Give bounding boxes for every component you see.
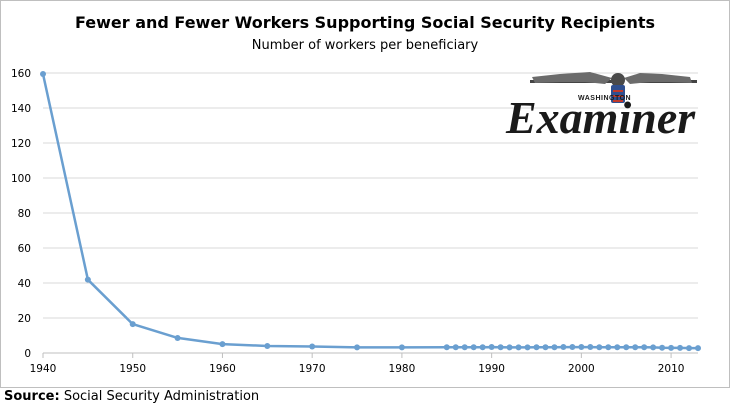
logo-examiner-text: Examiner [505, 92, 696, 143]
data-point-1985 [443, 344, 450, 351]
data-point-2005 [623, 344, 630, 351]
source-text: Social Security Administration [59, 389, 260, 404]
data-point-1955 [174, 334, 181, 341]
data-point-1991 [497, 344, 504, 351]
y-tick-label: 20 [18, 313, 31, 325]
y-tick-label: 60 [18, 243, 31, 255]
data-point-1997 [551, 344, 558, 351]
data-point-1970 [309, 343, 316, 350]
y-axis-ticks: 0 20 40 60 80 100 120 140 160 [11, 68, 31, 360]
y-tick-label: 100 [11, 173, 31, 185]
x-tick-label: 1960 [209, 363, 236, 375]
chart-title: Fewer and Fewer Workers Supporting Socia… [74, 13, 656, 32]
chart-frame [0, 0, 730, 388]
data-point-1996 [542, 344, 549, 351]
data-point-2003 [605, 344, 612, 351]
data-point-2010 [668, 344, 675, 351]
y-tick-label: 140 [11, 103, 31, 115]
data-point-2007 [641, 344, 648, 351]
logo-washington-text: WASHINGTON [578, 95, 631, 102]
data-point-1994 [524, 344, 531, 351]
x-tick-label: 2010 [658, 363, 685, 375]
x-tick-label: 1950 [119, 363, 146, 375]
data-point-1993 [515, 344, 522, 351]
data-point-1987 [461, 344, 468, 351]
data-point-2000 [578, 344, 585, 351]
data-point-1980 [398, 344, 405, 351]
data-point-1999 [569, 344, 576, 351]
x-tick-label: 1980 [389, 363, 416, 375]
data-point-2011 [677, 344, 684, 351]
data-point-1960 [219, 341, 226, 348]
y-tick-label: 80 [18, 208, 31, 220]
data-point-1945 [84, 276, 91, 283]
x-tick-label: 2000 [568, 363, 595, 375]
data-point-2002 [596, 344, 603, 351]
data-point-2009 [659, 344, 666, 351]
data-point-1990 [488, 344, 495, 351]
chart-subtitle: Number of workers per beneficiary [251, 38, 479, 53]
data-point-2012 [686, 345, 693, 352]
y-tick-label: 120 [11, 138, 31, 150]
data-point-1950 [129, 321, 136, 328]
data-point-1988 [470, 344, 477, 351]
x-tick-label: 1970 [299, 363, 326, 375]
washington-examiner-logo: WASHINGTON Examiner [505, 72, 697, 143]
data-point-1940 [40, 71, 46, 78]
x-tick-label: 1990 [478, 363, 505, 375]
x-axis-ticks: 1940 1950 1960 1970 1980 1990 2000 2010 [30, 353, 685, 375]
data-point-2006 [632, 344, 639, 351]
source-note: Source: Social Security Administration [4, 389, 259, 404]
data-point-1995 [533, 344, 540, 351]
y-tick-label: 0 [24, 348, 31, 360]
data-point-2004 [614, 344, 621, 351]
series-workers-per-beneficiary [40, 71, 701, 352]
source-label: Source: [4, 389, 60, 404]
data-point-2008 [650, 344, 657, 351]
y-tick-label: 40 [18, 278, 31, 290]
data-point-2001 [587, 344, 594, 351]
x-tick-label: 1940 [30, 363, 57, 375]
data-point-1992 [506, 344, 513, 351]
data-point-1986 [452, 344, 459, 351]
data-point-1975 [354, 344, 361, 351]
y-tick-label: 160 [11, 68, 31, 80]
data-point-1989 [479, 344, 486, 351]
data-point-2013 [695, 345, 701, 352]
data-point-1998 [560, 344, 567, 351]
data-point-1965 [264, 343, 271, 349]
